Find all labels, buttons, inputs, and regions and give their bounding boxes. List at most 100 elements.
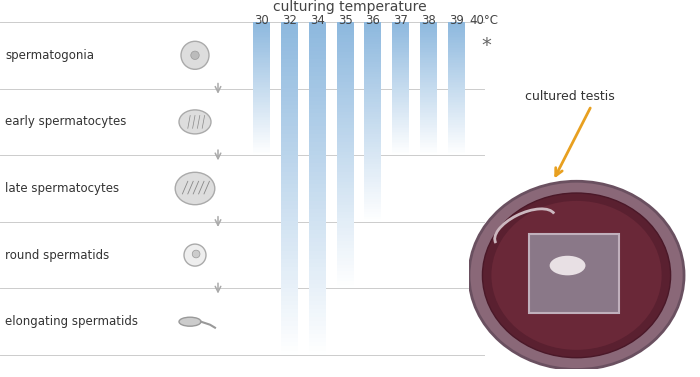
Bar xyxy=(447,22,465,24)
Bar xyxy=(281,180,298,184)
Bar xyxy=(337,228,354,232)
Bar xyxy=(253,127,270,129)
Bar xyxy=(420,120,437,122)
Bar xyxy=(447,60,465,62)
Bar xyxy=(392,58,410,60)
Bar xyxy=(253,75,270,77)
Bar xyxy=(392,22,410,24)
Bar xyxy=(281,217,298,222)
Bar xyxy=(253,63,270,65)
Bar xyxy=(447,37,465,39)
Text: late spermatocytes: late spermatocytes xyxy=(5,182,119,195)
Bar xyxy=(281,92,298,97)
Bar xyxy=(281,167,298,172)
Bar xyxy=(447,77,465,79)
Bar xyxy=(309,155,326,159)
Bar xyxy=(253,103,270,105)
Bar xyxy=(447,48,465,50)
Bar xyxy=(447,143,465,145)
Bar xyxy=(364,196,382,199)
Bar xyxy=(364,209,382,212)
Bar xyxy=(253,95,270,97)
Bar xyxy=(253,110,270,112)
Bar xyxy=(392,47,410,49)
Bar xyxy=(337,32,354,35)
Bar xyxy=(309,147,326,151)
Bar xyxy=(253,90,270,92)
Bar xyxy=(420,103,437,105)
Bar xyxy=(364,174,382,177)
Bar xyxy=(364,189,382,192)
Bar xyxy=(420,112,437,113)
Bar xyxy=(364,62,382,64)
Circle shape xyxy=(482,193,671,358)
Bar xyxy=(392,42,410,44)
Bar xyxy=(392,27,410,29)
Bar xyxy=(364,89,382,92)
Bar xyxy=(253,53,270,55)
Bar xyxy=(420,55,437,57)
Bar xyxy=(281,118,298,122)
Bar xyxy=(309,38,326,43)
Bar xyxy=(420,150,437,152)
Bar xyxy=(309,217,326,222)
Bar xyxy=(309,159,326,164)
Bar xyxy=(420,82,437,84)
Bar xyxy=(253,116,270,119)
Bar xyxy=(447,43,465,45)
Bar xyxy=(281,143,298,147)
Bar xyxy=(281,300,298,305)
Bar xyxy=(253,138,270,140)
Bar xyxy=(253,32,270,34)
Bar xyxy=(447,93,465,95)
Bar xyxy=(392,130,410,132)
Bar xyxy=(392,148,410,150)
Bar xyxy=(281,113,298,118)
Bar xyxy=(392,67,410,69)
Bar xyxy=(309,22,326,26)
Bar xyxy=(281,47,298,51)
Bar xyxy=(447,28,465,30)
Bar xyxy=(281,151,298,155)
Bar xyxy=(281,230,298,234)
Bar xyxy=(309,92,326,97)
Bar xyxy=(337,235,354,238)
Bar xyxy=(420,136,437,139)
Bar xyxy=(447,107,465,109)
Bar xyxy=(253,68,270,70)
Bar xyxy=(309,113,326,118)
Bar xyxy=(392,123,410,125)
Bar xyxy=(309,322,326,326)
Bar xyxy=(364,184,382,187)
Bar xyxy=(364,24,382,27)
Bar xyxy=(447,127,465,129)
Bar xyxy=(420,58,437,60)
Bar xyxy=(392,138,410,140)
Bar xyxy=(253,132,270,133)
Bar xyxy=(392,107,410,109)
Bar xyxy=(420,83,437,85)
Bar xyxy=(392,62,410,64)
Bar xyxy=(447,152,465,153)
Bar xyxy=(420,22,437,24)
Bar xyxy=(364,32,382,34)
Bar xyxy=(364,211,382,214)
Bar xyxy=(337,45,354,49)
Bar xyxy=(364,107,382,109)
Bar xyxy=(337,122,354,125)
Bar xyxy=(337,138,354,142)
Bar xyxy=(364,84,382,87)
Bar xyxy=(337,85,354,89)
Bar xyxy=(281,97,298,101)
Bar xyxy=(420,45,437,47)
Bar xyxy=(281,296,298,301)
Bar xyxy=(281,34,298,39)
Bar xyxy=(392,97,410,99)
Bar xyxy=(392,85,410,87)
Bar xyxy=(281,55,298,60)
Bar xyxy=(253,102,270,104)
Bar xyxy=(337,172,354,175)
Bar xyxy=(447,98,465,100)
Bar xyxy=(447,97,465,99)
Bar xyxy=(309,80,326,84)
